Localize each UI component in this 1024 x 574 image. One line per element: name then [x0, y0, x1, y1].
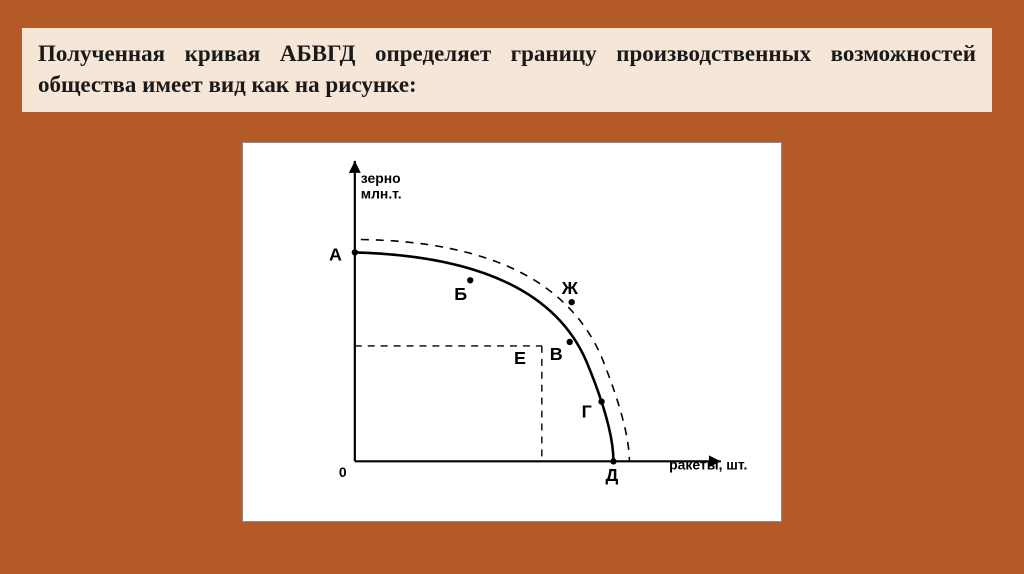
- y-axis-arrowhead: [349, 161, 361, 173]
- point-marker-Д: [610, 458, 616, 464]
- point-label-Е: Е: [514, 348, 526, 368]
- slide-page: Полученная кривая АБВГД определяет грани…: [0, 0, 1024, 574]
- origin-label: 0: [339, 464, 347, 480]
- point-marker-Г: [598, 398, 604, 404]
- y-axis-label-line1: зерно: [361, 170, 401, 186]
- point-label-В: В: [550, 344, 563, 364]
- caption-box: Полученная кривая АБВГД определяет грани…: [22, 28, 992, 112]
- ppf-chart: зерно млн.т. ракеты, шт. 0 А Б Ж В Е Г Д: [243, 143, 781, 521]
- point-marker-Ж: [569, 299, 575, 305]
- ppf-dashed-curve: [361, 239, 630, 461]
- point-marker-Б: [467, 277, 473, 283]
- x-axis-label: ракеты, шт.: [669, 456, 747, 472]
- caption-text: Полученная кривая АБВГД определяет грани…: [38, 38, 976, 100]
- point-marker-В: [567, 339, 573, 345]
- point-label-Д: Д: [606, 465, 619, 485]
- point-label-Г: Г: [582, 402, 592, 422]
- point-label-А: А: [329, 244, 342, 264]
- points-group: А Б Ж В Е Г Д: [329, 244, 619, 485]
- point-label-Ж: Ж: [561, 278, 579, 298]
- y-axis-label-line2: млн.т.: [361, 186, 402, 202]
- point-label-Б: Б: [454, 284, 467, 304]
- point-marker-А: [352, 249, 358, 255]
- figure-panel: зерно млн.т. ракеты, шт. 0 А Б Ж В Е Г Д: [242, 142, 782, 522]
